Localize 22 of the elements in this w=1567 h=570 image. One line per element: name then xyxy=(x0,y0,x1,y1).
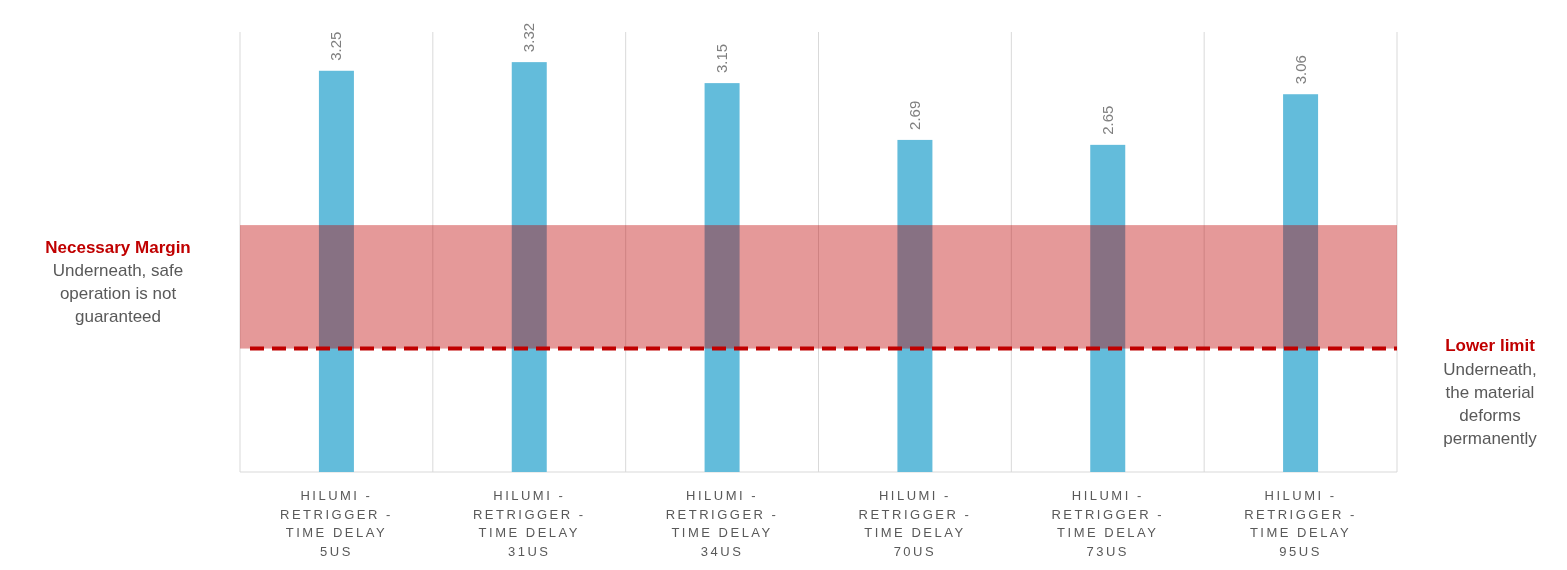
bar xyxy=(1090,144,1126,472)
data-label: 2.69 xyxy=(905,100,923,130)
ref-line-label: Lower limit xyxy=(1445,335,1536,355)
bar xyxy=(1283,94,1319,472)
data-label: 3.32 xyxy=(520,22,538,53)
data-label: 2.65 xyxy=(1098,105,1116,135)
x-tick-label: HILUMI - RETRIGGER - TIME DELAY 34US xyxy=(665,488,779,559)
x-tick-label: HILUMI - RETRIGGER - TIME DELAY 31US xyxy=(472,488,586,559)
bar xyxy=(897,139,933,472)
bar xyxy=(704,83,740,472)
x-tick-label: HILUMI - RETRIGGER - TIME DELAY 5US xyxy=(280,488,393,559)
text: Underneath, the material deforms permanently xyxy=(1443,359,1538,448)
text: Underneath, safe operation is not guaranteed xyxy=(52,261,184,327)
band-label: Necessary Margin xyxy=(45,238,191,258)
bar xyxy=(318,70,354,472)
x-tick-label: HILUMI - RETRIGGER - TIME DELAY 70US xyxy=(858,488,972,559)
x-tick-label: HILUMI - RETRIGGER - TIME DELAY 95US xyxy=(1244,488,1357,559)
x-tick-label: HILUMI - RETRIGGER - TIME DELAY 73US xyxy=(1051,488,1165,559)
data-label: 3.15 xyxy=(713,43,731,74)
data-label: 3.25 xyxy=(327,31,345,61)
bar xyxy=(511,62,547,472)
data-label: 3.06 xyxy=(1291,55,1309,85)
